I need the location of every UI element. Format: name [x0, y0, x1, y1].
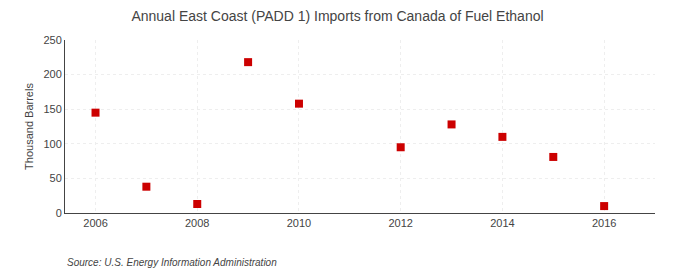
svg-text:Annual East Coast (PADD 1) Imp: Annual East Coast (PADD 1) Imports from …	[131, 8, 543, 24]
svg-text:50: 50	[50, 172, 62, 184]
svg-text:250: 250	[43, 34, 61, 46]
svg-text:0: 0	[56, 207, 62, 219]
svg-text:2016: 2016	[592, 217, 616, 229]
svg-text:200: 200	[43, 68, 61, 80]
svg-text:150: 150	[43, 103, 61, 115]
svg-text:2010: 2010	[287, 217, 311, 229]
svg-text:2006: 2006	[83, 217, 107, 229]
svg-text:2012: 2012	[388, 217, 412, 229]
svg-text:Thousand Barrels: Thousand Barrels	[23, 83, 35, 170]
svg-text:100: 100	[43, 138, 61, 150]
svg-text:2014: 2014	[490, 217, 514, 229]
svg-text:Source: U.S. Energy Informatio: Source: U.S. Energy Information Administ…	[67, 257, 277, 268]
svg-text:2008: 2008	[185, 217, 209, 229]
